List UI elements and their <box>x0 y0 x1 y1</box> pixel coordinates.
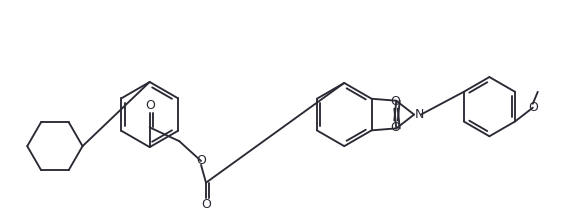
Text: O: O <box>145 99 155 112</box>
Text: N: N <box>414 108 424 121</box>
Text: O: O <box>390 121 400 134</box>
Text: O: O <box>196 155 206 167</box>
Text: O: O <box>390 95 400 108</box>
Text: O: O <box>202 198 211 211</box>
Text: O: O <box>528 101 538 114</box>
